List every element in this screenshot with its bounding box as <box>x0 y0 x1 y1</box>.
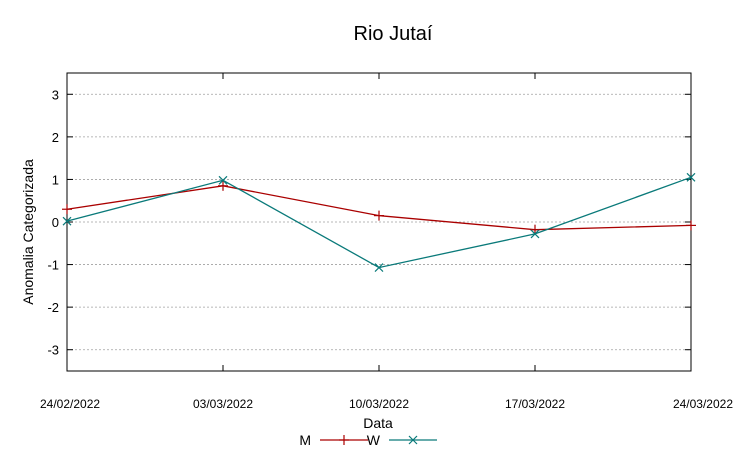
point-marker <box>62 216 72 226</box>
y-tick-label: 3 <box>52 87 59 102</box>
y-ticks: -3 -2 -1 0 1 2 3 <box>47 87 691 358</box>
series-layer <box>62 172 696 272</box>
x-tick-label: 03/03/2022 <box>193 397 253 411</box>
y-tick-label: 0 <box>52 215 59 230</box>
y-tick-label: -2 <box>47 300 59 315</box>
y-tick-label: 1 <box>52 172 59 187</box>
x-tick-label: 24/02/2022 <box>40 397 100 411</box>
point-marker <box>218 175 228 185</box>
y-tick-label: -1 <box>47 258 59 273</box>
grid-layer <box>67 93 691 351</box>
x-tick-label: 24/03/2022 <box>673 397 733 411</box>
legend-label: M <box>299 432 311 448</box>
x-axis-label: Data <box>363 415 393 431</box>
legend-label: W <box>367 432 381 448</box>
y-tick-label: 2 <box>52 130 59 145</box>
x-tick-label: 10/03/2022 <box>349 397 409 411</box>
x-tick-label: 17/03/2022 <box>505 397 565 411</box>
point-marker <box>374 263 384 272</box>
chart-title: Rio Jutaí <box>354 23 433 45</box>
series-line-W <box>66 176 692 269</box>
x-ticks: 24/02/2022 03/03/2022 10/03/2022 17/03/2022… <box>40 73 733 411</box>
point-marker <box>530 229 540 239</box>
y-axis-label: Anomalia Categorizada <box>20 159 36 305</box>
y-tick-label: -3 <box>47 343 59 358</box>
point-marker <box>408 435 418 445</box>
series-line-M <box>66 185 692 231</box>
point-marker <box>686 172 696 182</box>
